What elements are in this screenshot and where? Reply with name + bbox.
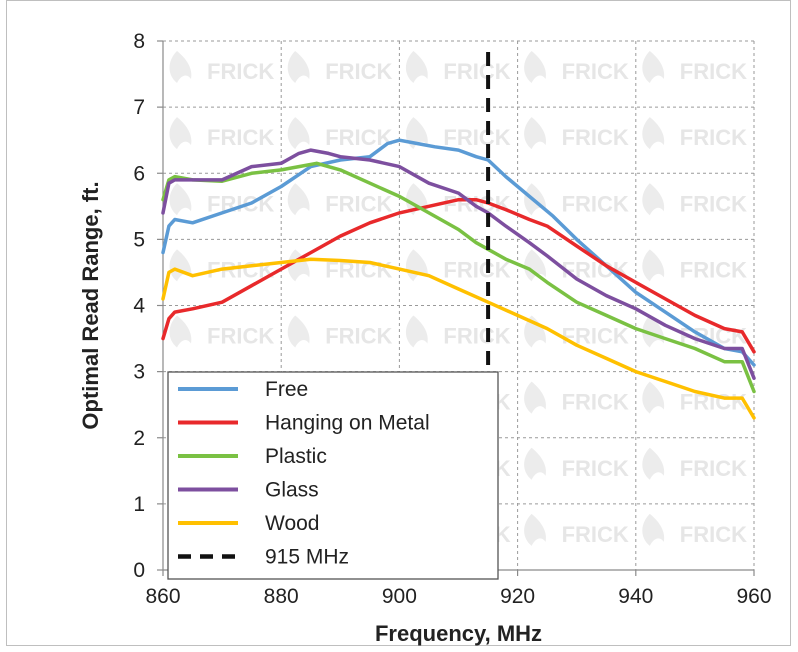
watermark-text: FRICK	[562, 191, 629, 216]
watermark-text: FRICK	[562, 59, 629, 84]
watermark-logo-icon	[524, 447, 546, 480]
watermark-text: FRICK	[680, 125, 747, 150]
y-tick-label: 8	[133, 30, 145, 53]
y-tick-label: 2	[133, 427, 145, 450]
watermark-text: FRICK	[562, 522, 629, 547]
watermark-logo-icon	[524, 249, 546, 282]
watermark-text: FRICK	[325, 324, 392, 349]
watermark-logo-icon	[642, 513, 665, 546]
series-line-wood	[161, 257, 756, 420]
watermark-logo-icon	[287, 315, 310, 348]
legend: Free Hanging on Metal Plastic Glass Wood 915 …	[167, 371, 499, 580]
x-tick-label: 880	[264, 585, 299, 608]
watermark-text: FRICK	[325, 59, 392, 84]
watermark-text: FRICK	[207, 324, 274, 349]
x-tick-label: 900	[382, 585, 417, 608]
watermark-text: FRICK	[680, 257, 747, 282]
legend-label: Plastic	[265, 445, 327, 468]
watermark-text: FRICK	[443, 257, 510, 282]
y-tick-label: 4	[133, 295, 145, 318]
watermark-text: FRICK	[680, 522, 747, 547]
watermark-text: FRICK	[443, 324, 510, 349]
x-axis-title: Frequency, MHz	[375, 621, 542, 646]
watermark-text: FRICK	[325, 191, 392, 216]
watermark-logo-icon	[169, 249, 192, 282]
watermark-logo-icon	[287, 51, 310, 83]
watermark-text: FRICK	[680, 59, 747, 84]
y-tick-label: 5	[133, 228, 145, 251]
watermark-text: FRICK	[325, 125, 392, 150]
watermark-logo-icon	[642, 117, 665, 150]
y-axis-title: Optimal Read Range, ft.	[78, 181, 103, 429]
legend-label: 915 MHz	[265, 546, 349, 569]
watermark-text: FRICK	[680, 191, 747, 216]
watermark-text: FRICK	[207, 125, 274, 150]
watermark-logo-icon	[642, 381, 665, 414]
watermark-logo-icon	[287, 183, 310, 216]
watermark-text: FRICK	[562, 456, 629, 481]
watermark-logo-icon	[524, 513, 546, 546]
watermark-logo-icon	[169, 315, 192, 348]
watermark-logo-icon	[524, 51, 546, 83]
watermark-logo-icon	[524, 381, 546, 414]
chart-frame	[6, 0, 791, 646]
y-tick-label: 6	[133, 162, 145, 185]
series-layer	[161, 47, 756, 420]
watermark-logo-icon	[642, 447, 665, 480]
watermark-logo-icon	[287, 117, 310, 150]
watermark-logo-icon	[405, 315, 428, 348]
legend-label: Free	[265, 378, 308, 401]
watermark-text: FRICK	[562, 125, 629, 150]
legend-label: Glass	[265, 479, 319, 502]
legend-box	[167, 371, 499, 580]
y-tick-label: 7	[133, 96, 145, 119]
watermark-logo-icon	[524, 315, 546, 348]
y-tick-label: 0	[133, 559, 145, 582]
watermark-text: FRICK	[207, 59, 274, 84]
watermark-logo-icon	[642, 249, 665, 282]
y-tick-label: 1	[133, 493, 145, 516]
legend-label: Wood	[265, 512, 319, 535]
watermark-logo-icon	[524, 117, 546, 150]
watermark-text: FRICK	[443, 125, 510, 150]
x-tick-label: 940	[618, 585, 653, 608]
watermark-logo-icon	[405, 51, 428, 83]
watermark-text: FRICK	[680, 390, 747, 415]
watermark-logo-icon	[287, 249, 310, 282]
watermark-logo-icon	[169, 117, 192, 150]
watermark-text: FRICK	[443, 59, 510, 84]
series-line-plastic	[161, 161, 756, 394]
series-line-glass	[161, 148, 756, 380]
watermark-text: FRICK	[443, 191, 510, 216]
watermark-logo-icon	[642, 315, 665, 348]
watermark-text: FRICK	[680, 456, 747, 481]
watermark-text: FRICK	[562, 324, 629, 349]
watermark-logo-icon	[405, 249, 428, 282]
x-tick-label: 960	[736, 585, 771, 608]
series-line-free	[161, 138, 756, 367]
x-tick-label: 920	[500, 585, 535, 608]
x-tick-label: 860	[145, 585, 180, 608]
watermark-text: FRICK	[562, 390, 629, 415]
watermark-logo-icon	[642, 51, 665, 83]
watermark-logo-icon	[169, 183, 192, 216]
legend-label: Hanging on Metal	[265, 412, 430, 435]
tick-labels: 0 1 2 3 4 5 6 7 8 860 880 900 920 940 960	[133, 30, 771, 608]
watermark-logo-icon	[642, 183, 665, 216]
watermark-logo-icon	[169, 51, 192, 83]
y-tick-label: 3	[133, 361, 145, 384]
